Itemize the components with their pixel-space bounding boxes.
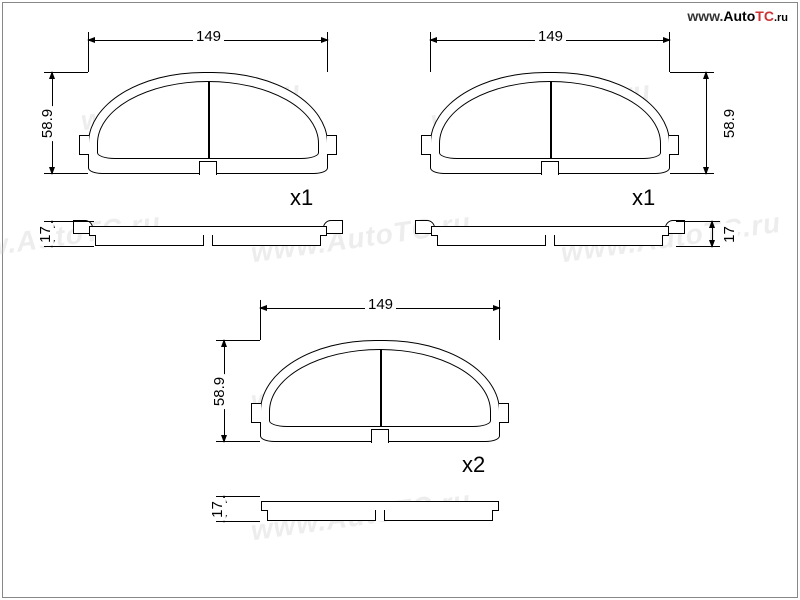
pad-tab	[669, 135, 679, 155]
dim-height-label: 58.9	[39, 106, 56, 141]
logo-auto: Auto	[723, 8, 755, 24]
qty-x1-left: x1	[290, 185, 313, 211]
qty-x1-right: x1	[632, 185, 655, 211]
brake-pad-bottom	[260, 340, 500, 442]
side-gap	[375, 510, 385, 521]
brake-pad-top-left	[88, 72, 328, 174]
dim-height-label: 58.9	[211, 374, 228, 409]
dim-height-label: 58.9	[721, 106, 738, 141]
dim-height-right	[706, 72, 707, 174]
dim-thick-right	[712, 221, 713, 247]
pad-tab	[421, 135, 431, 155]
pad-tab	[251, 403, 261, 423]
pad-slot	[371, 429, 389, 443]
dim-thick-label: 17	[37, 223, 54, 246]
dim-thick-label: 17	[721, 223, 738, 246]
dim-width-label: 149	[193, 28, 224, 45]
dim-width-label: 149	[535, 28, 566, 45]
qty-x2: x2	[462, 452, 485, 478]
dim-thick-label: 17	[209, 498, 226, 521]
pad-slot	[199, 161, 217, 175]
side-gap	[203, 235, 213, 246]
side-view-bottom	[251, 495, 509, 521]
brake-pad-top-right	[430, 72, 670, 174]
side-view-right	[421, 220, 679, 246]
side-gap	[545, 235, 555, 246]
logo-suffix: .ru	[774, 12, 788, 24]
pad-tab	[499, 403, 509, 423]
dim-width-label: 149	[365, 296, 396, 313]
pad-tab	[79, 135, 89, 155]
pad-tab	[327, 135, 337, 155]
side-view-left	[79, 220, 337, 246]
logo-prefix: www.	[687, 8, 723, 24]
logo-url: www.AutoTC.ru	[687, 8, 788, 24]
pad-slot	[541, 161, 559, 175]
logo-tc: TC	[755, 8, 774, 24]
